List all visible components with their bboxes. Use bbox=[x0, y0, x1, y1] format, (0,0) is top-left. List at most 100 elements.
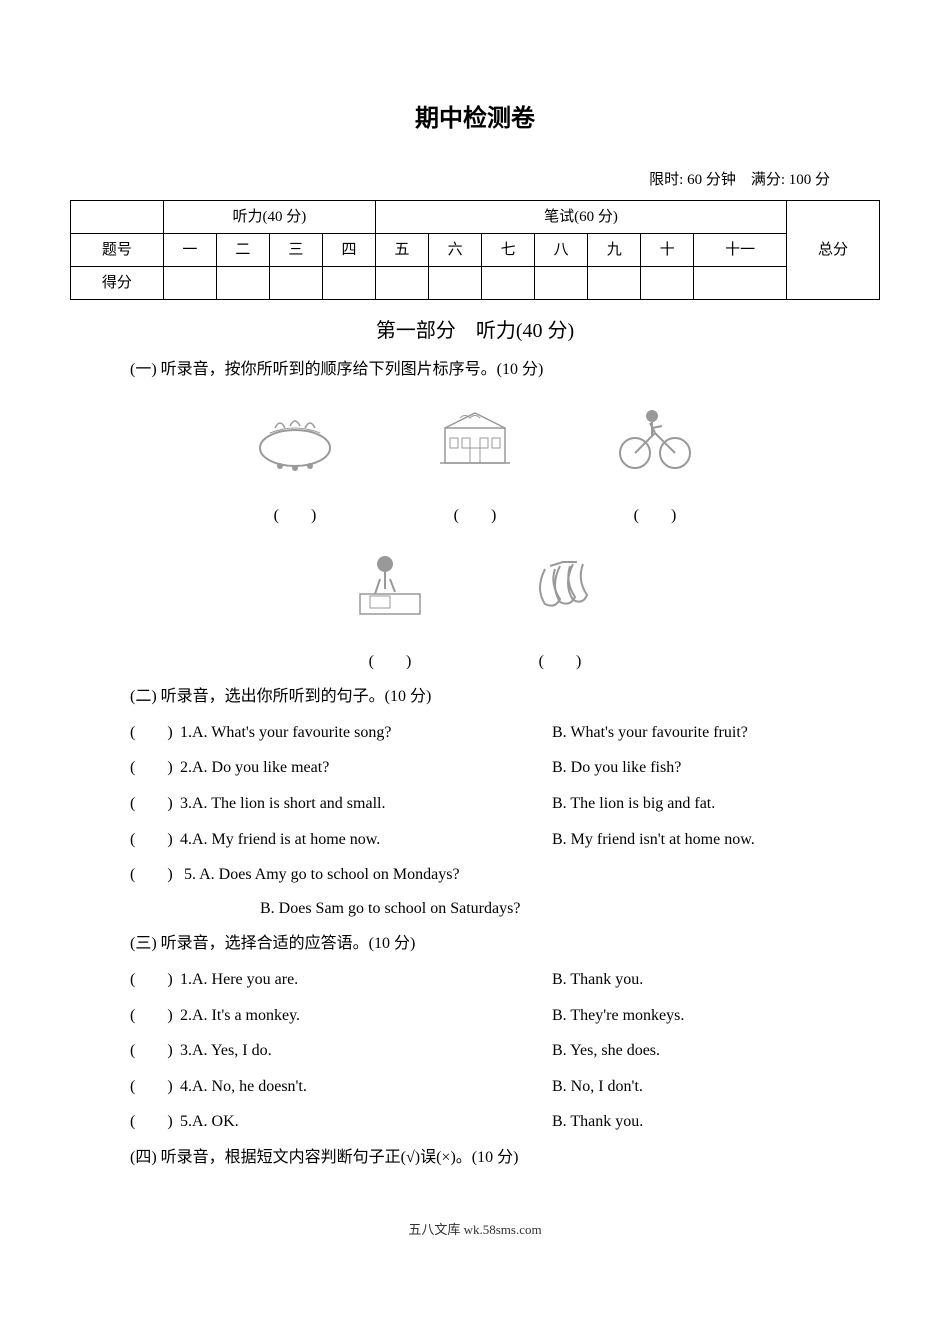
score-cell bbox=[376, 267, 429, 300]
question-paren: ( ) bbox=[130, 967, 180, 993]
option-b: B. The lion is big and fat. bbox=[552, 791, 880, 817]
col-5: 五 bbox=[376, 234, 429, 267]
question-paren: ( ) bbox=[130, 827, 180, 853]
col-1: 一 bbox=[163, 234, 216, 267]
question-item: ( ) 2. A. Do you like meat? B. Do you li… bbox=[70, 755, 880, 781]
score-row: 得分 bbox=[71, 267, 880, 300]
question-item: ( ) 5. A. Does Amy go to school on Monda… bbox=[70, 862, 880, 921]
col-10: 十 bbox=[641, 234, 694, 267]
option-b: B. Does Sam go to school on Saturdays? bbox=[260, 900, 520, 917]
answer-paren: ( ) bbox=[274, 503, 317, 529]
question-item: ( ) 1. A. What's your favourite song? B.… bbox=[70, 720, 880, 746]
score-cell bbox=[216, 267, 269, 300]
image-item-5: ( ) bbox=[515, 544, 605, 675]
part4-instruction: (四) 听录音，根据短文内容判断句子正(√)误(×)。(10 分) bbox=[70, 1145, 880, 1171]
row-label: 得分 bbox=[71, 267, 164, 300]
score-cell bbox=[535, 267, 588, 300]
col-8: 八 bbox=[535, 234, 588, 267]
table-header-row: 听力(40 分) 笔试(60 分) 总分 bbox=[71, 201, 880, 234]
col-7: 七 bbox=[482, 234, 535, 267]
question-paren: ( ) bbox=[130, 791, 180, 817]
answer-paren: ( ) bbox=[539, 649, 582, 675]
option-a: A. OK. bbox=[192, 1109, 552, 1135]
option-b: B. Do you like fish? bbox=[552, 755, 880, 781]
question-item: ( ) 2. A. It's a monkey. B. They're monk… bbox=[70, 1003, 880, 1029]
question-item: ( ) 3. A. Yes, I do. B. Yes, she does. bbox=[70, 1038, 880, 1064]
image-item-4: ( ) bbox=[345, 544, 435, 675]
listening-header: 听力(40 分) bbox=[163, 201, 375, 234]
option-b: B. What's your favourite fruit? bbox=[552, 720, 880, 746]
question-paren: ( ) bbox=[130, 862, 180, 888]
question-num-row: 题号 一 二 三 四 五 六 七 八 九 十 十一 bbox=[71, 234, 880, 267]
question-item: ( ) 4. A. My friend is at home now. B. M… bbox=[70, 827, 880, 853]
bananas-icon bbox=[515, 544, 605, 619]
col-4: 四 bbox=[322, 234, 375, 267]
score-table: 听力(40 分) 笔试(60 分) 总分 题号 一 二 三 四 五 六 七 八 … bbox=[70, 200, 880, 300]
score-cell bbox=[163, 267, 216, 300]
question-item: ( ) 3. A. The lion is short and small. B… bbox=[70, 791, 880, 817]
col-11: 十一 bbox=[694, 234, 787, 267]
option-a: A. My friend is at home now. bbox=[192, 827, 552, 853]
option-b: B. Thank you. bbox=[552, 967, 880, 993]
images-row-2: ( ) ( ) bbox=[70, 544, 880, 675]
question-item: ( ) 5. A. OK. B. Thank you. bbox=[70, 1109, 880, 1135]
question-paren: ( ) bbox=[130, 1038, 180, 1064]
answer-paren: ( ) bbox=[369, 649, 412, 675]
col-2: 二 bbox=[216, 234, 269, 267]
score-cell bbox=[269, 267, 322, 300]
option-a: A. The lion is short and small. bbox=[192, 791, 552, 817]
part3-instruction: (三) 听录音，选择合适的应答语。(10 分) bbox=[70, 931, 880, 957]
noodles-icon bbox=[250, 398, 340, 473]
question-number: 2. bbox=[180, 1003, 192, 1029]
image-item-1: ( ) bbox=[250, 398, 340, 529]
question-number: 4. bbox=[180, 1074, 192, 1100]
col-6: 六 bbox=[429, 234, 482, 267]
option-b: B. No, I don't. bbox=[552, 1074, 880, 1100]
question-paren: ( ) bbox=[130, 1074, 180, 1100]
option-a: A. Here you are. bbox=[192, 967, 552, 993]
option-a: A. Do you like meat? bbox=[192, 755, 552, 781]
total-header: 总分 bbox=[787, 201, 880, 300]
part1-instruction: (一) 听录音，按你所听到的顺序给下列图片标序号。(10 分) bbox=[70, 357, 880, 383]
col-9: 九 bbox=[588, 234, 641, 267]
footer-text: 五八文库 wk.58sms.com bbox=[70, 1220, 880, 1241]
time-score-info: 限时: 60 分钟 满分: 100 分 bbox=[70, 168, 880, 192]
option-b: B. My friend isn't at home now. bbox=[552, 827, 880, 853]
question-paren: ( ) bbox=[130, 720, 180, 746]
score-cell bbox=[429, 267, 482, 300]
col-3: 三 bbox=[269, 234, 322, 267]
part2-instruction: (二) 听录音，选出你所听到的句子。(10 分) bbox=[70, 684, 880, 710]
question-paren: ( ) bbox=[130, 1003, 180, 1029]
question-number: 5. bbox=[184, 862, 196, 888]
question-number: 1. bbox=[180, 967, 192, 993]
school-icon bbox=[430, 398, 520, 473]
score-cell bbox=[588, 267, 641, 300]
written-header: 笔试(60 分) bbox=[376, 201, 787, 234]
empty-cell bbox=[71, 201, 164, 234]
image-item-2: ( ) bbox=[430, 398, 520, 529]
question-item: ( ) 4. A. No, he doesn't. B. No, I don't… bbox=[70, 1074, 880, 1100]
section-header: 第一部分 听力(40 分) bbox=[70, 315, 880, 347]
option-b: B. Thank you. bbox=[552, 1109, 880, 1135]
question-number: 1. bbox=[180, 720, 192, 746]
option-b: B. They're monkeys. bbox=[552, 1003, 880, 1029]
question-paren: ( ) bbox=[130, 755, 180, 781]
question-item: ( ) 1. A. Here you are. B. Thank you. bbox=[70, 967, 880, 993]
row-label: 题号 bbox=[71, 234, 164, 267]
question-number: 4. bbox=[180, 827, 192, 853]
question-number: 2. bbox=[180, 755, 192, 781]
images-row-1: ( ) ( ) ( ) bbox=[70, 398, 880, 529]
answer-paren: ( ) bbox=[454, 503, 497, 529]
question-paren: ( ) bbox=[130, 1109, 180, 1135]
option-a: A. What's your favourite song? bbox=[192, 720, 552, 746]
score-cell bbox=[322, 267, 375, 300]
question-number: 3. bbox=[180, 1038, 192, 1064]
cycling-icon bbox=[610, 398, 700, 473]
answer-paren: ( ) bbox=[634, 503, 677, 529]
score-cell bbox=[482, 267, 535, 300]
option-a: A. Does Amy go to school on Mondays? bbox=[199, 866, 459, 883]
score-cell bbox=[641, 267, 694, 300]
option-a: A. It's a monkey. bbox=[192, 1003, 552, 1029]
question-number: 5. bbox=[180, 1109, 192, 1135]
option-a: A. Yes, I do. bbox=[192, 1038, 552, 1064]
